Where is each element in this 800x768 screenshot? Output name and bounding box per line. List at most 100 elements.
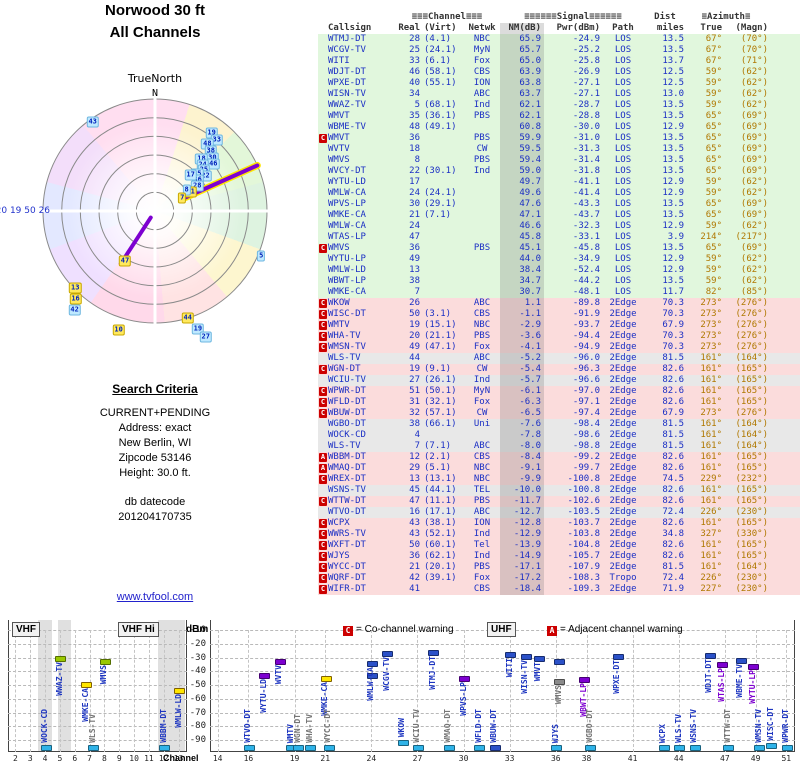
cell-true: 59° — [705, 177, 722, 187]
signal-marker — [397, 739, 409, 746]
table-row: WYTU-LP 49 44.0 -34.9 LOS 12.9 59° (62°) — [318, 254, 800, 265]
station-callsign-label: WBUW-DT — [489, 709, 499, 743]
cell-real: 24 — [409, 188, 420, 198]
radar-channel-label: 19 — [191, 323, 205, 335]
cell-magn: (276°) — [735, 408, 768, 418]
cell-real: 36 — [409, 551, 420, 561]
cell-magn: (230°) — [735, 573, 768, 583]
cell-path: 2Edge — [609, 430, 637, 440]
table-row: C WYCC-DT 21 (20.1) PBS -17.1 -107.9 2Edge 81.5 1… — [318, 562, 800, 573]
cell-magn: (62°) — [740, 265, 768, 275]
cell-netwk: ABC — [473, 89, 491, 99]
cell-pwr: -43.3 — [572, 199, 600, 209]
cell-callsign: WVTV — [328, 144, 350, 154]
cell-callsign: WBME-TV — [328, 122, 366, 132]
cell-path: LOS — [614, 188, 632, 198]
channel-gridline — [74, 630, 76, 752]
cell-pwr: -102.6 — [567, 496, 600, 506]
cell-nm: 46.6 — [500, 221, 544, 232]
cell-magn: (165°) — [735, 386, 768, 396]
cell-callsign: WIFR-DT — [328, 584, 366, 594]
signal-marker — [412, 745, 424, 751]
criteria-line: New Berlin, WI — [118, 437, 192, 449]
cell-callsign: WISN-TV — [328, 89, 366, 99]
radar-channel-label: 17 — [184, 169, 197, 181]
cell-path: LOS — [614, 166, 632, 176]
warning-marker — [318, 100, 328, 111]
warning-marker — [318, 430, 328, 441]
cell-path: LOS — [614, 78, 632, 88]
channel-gridline — [509, 630, 511, 752]
co-channel-warning-icon: C — [319, 409, 327, 418]
signal-marker — [689, 745, 701, 751]
cell-pwr: -97.4 — [572, 408, 600, 418]
cell-nm: 60.8 — [500, 122, 544, 133]
cell-netwk — [464, 232, 500, 243]
channel-tick-label: 6 — [72, 754, 78, 763]
table-row: C WPWR-DT 51 (50.1) MyN -6.1 -97.0 2Edge 82.6 161… — [318, 386, 800, 397]
cell-real: 29 — [409, 463, 420, 473]
cell-real: 42 — [409, 573, 420, 583]
cell-miles: 11.7 — [662, 287, 684, 297]
cell-netwk: Ind — [473, 551, 491, 561]
station-callsign-label: WYTU-LP — [747, 670, 757, 704]
cell-callsign: WBWT-LP — [328, 276, 366, 286]
cell-path: 2Edge — [609, 529, 637, 539]
cell-netwk: Ind — [473, 166, 491, 176]
cell-magn: (62°) — [740, 78, 768, 88]
cell-pwr: -99.7 — [572, 463, 600, 473]
cell-virt: (68.1) — [424, 100, 457, 110]
cell-callsign: WGBO-DT — [328, 419, 366, 429]
radar-channel-label: 44 — [181, 312, 194, 324]
warning-marker: C — [318, 320, 328, 331]
signal-marker — [766, 742, 778, 749]
cell-nm: -14.9 — [500, 551, 544, 562]
warning-marker — [318, 507, 328, 518]
dbm-gridline — [8, 657, 187, 659]
dbm-tick-label: -60 — [189, 693, 206, 704]
datecode-value: 201204170735 — [118, 511, 192, 523]
tvfool-link[interactable]: www.tvfool.com — [116, 591, 194, 603]
cell-real: 30 — [409, 199, 420, 209]
table-row: WOCK-CD 4 -7.8 -98.6 2Edge 81.5 161° (164°) — [318, 430, 800, 441]
cell-netwk: CW — [476, 364, 488, 374]
station-callsign-label: WGBO-DT — [584, 709, 594, 743]
signal-marker — [443, 745, 455, 751]
warning-marker — [318, 188, 328, 199]
cell-miles: 12.9 — [662, 188, 684, 198]
warning-marker: C — [318, 133, 328, 144]
cell-true: 161° — [700, 485, 722, 495]
cell-real: 13 — [409, 474, 420, 484]
cell-miles: 13.5 — [662, 210, 684, 220]
cell-path: 2Edge — [609, 353, 637, 363]
cell-pwr: -45.8 — [572, 243, 600, 253]
cell-real: 43 — [409, 518, 420, 528]
col-pwr: Pwr(dBm) — [556, 23, 600, 33]
cell-true: 161° — [700, 430, 722, 440]
station-callsign-label: WSNS-TV — [689, 709, 699, 743]
co-channel-warning-icon: C — [319, 299, 327, 308]
cell-pwr: -31.0 — [572, 133, 600, 143]
cell-callsign: WMKE-CA — [328, 287, 366, 297]
channel-tick-label: 2 — [12, 754, 18, 763]
cell-nm: 30.7 — [500, 287, 544, 298]
cell-nm: 59.9 — [500, 133, 544, 144]
channel-gridline — [217, 630, 219, 752]
cell-netwk — [464, 221, 500, 232]
table-row: WLS-TV 7 (7.1) ABC -8.0 -98.8 2Edge 81.5 161° (16… — [318, 441, 800, 452]
cell-path: LOS — [614, 89, 632, 99]
station-callsign-label: WCPX — [658, 723, 668, 743]
cell-netwk: Fox — [473, 573, 491, 583]
cell-real: 7 — [414, 441, 420, 451]
dbm-gridline — [210, 726, 795, 728]
cell-callsign: WTMJ-DT — [328, 34, 366, 44]
signal-marker — [259, 672, 271, 679]
cell-nm: -8.0 — [500, 441, 544, 452]
cell-real: 34 — [409, 89, 420, 99]
cell-path: 2Edge — [609, 463, 637, 473]
cell-real: 25 — [409, 45, 420, 55]
cell-netwk: PBS — [473, 243, 491, 253]
cell-path: 2Edge — [609, 584, 637, 594]
cell-pwr: -99.2 — [572, 452, 600, 462]
adjacent-channel-legend-icon: A — [547, 626, 557, 636]
